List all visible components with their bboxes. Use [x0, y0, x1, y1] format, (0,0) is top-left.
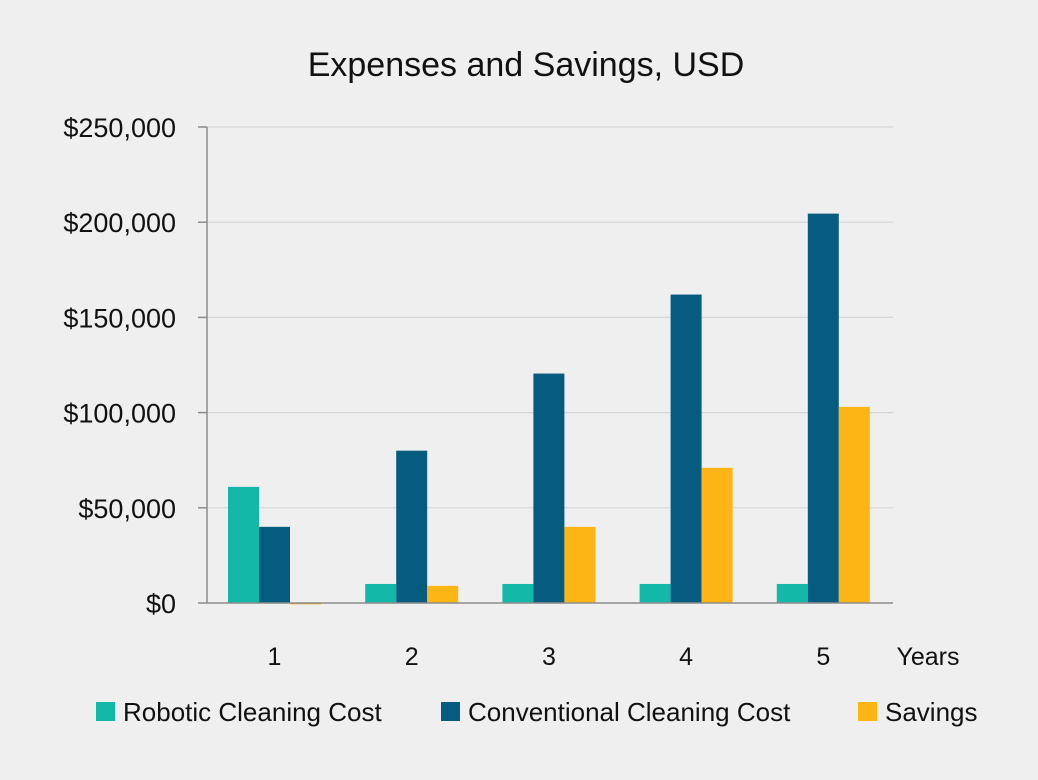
bar — [670, 294, 702, 603]
bar — [259, 526, 290, 603]
legend-swatch — [96, 702, 115, 721]
axes: $0 $50,000 $100,000 $150,000 $200,000 $250,00… — [63, 113, 893, 671]
chart-title: Expenses and Savings, USD — [308, 46, 745, 84]
gridlines — [207, 126, 893, 509]
x-tick-label: 5 — [816, 643, 830, 671]
y-tick-label: $0 — [146, 589, 176, 619]
bar — [427, 585, 459, 603]
legend-label: Robotic Cleaning Cost — [123, 697, 382, 727]
y-tick-label: $150,000 — [63, 303, 176, 333]
bars — [228, 213, 870, 605]
bar — [396, 450, 428, 603]
x-axis-title: Years — [896, 643, 959, 671]
bar — [564, 526, 596, 603]
x-tick-label: 4 — [679, 643, 693, 671]
bar — [776, 583, 808, 603]
x-tick-label: 2 — [405, 643, 419, 671]
bar — [701, 467, 733, 603]
legend: Robotic Cleaning Cost Conventional Cleani… — [96, 697, 978, 727]
bar — [533, 373, 565, 603]
legend-label: Savings — [885, 697, 978, 727]
legend-label: Conventional Cleaning Cost — [468, 697, 791, 727]
bar — [228, 486, 259, 603]
bar — [639, 583, 671, 603]
y-tick-label: $50,000 — [78, 494, 176, 524]
legend-swatch — [441, 702, 460, 721]
y-tick-label: $250,000 — [63, 113, 176, 143]
y-tick-label: $100,000 — [63, 399, 176, 429]
bar — [365, 583, 397, 603]
legend-swatch — [858, 702, 877, 721]
bar — [807, 213, 839, 603]
x-tick-label: 1 — [268, 643, 282, 671]
x-tick-label: 3 — [542, 643, 556, 671]
bar — [838, 406, 870, 603]
y-tick-label: $200,000 — [63, 208, 176, 238]
bar — [502, 583, 534, 603]
